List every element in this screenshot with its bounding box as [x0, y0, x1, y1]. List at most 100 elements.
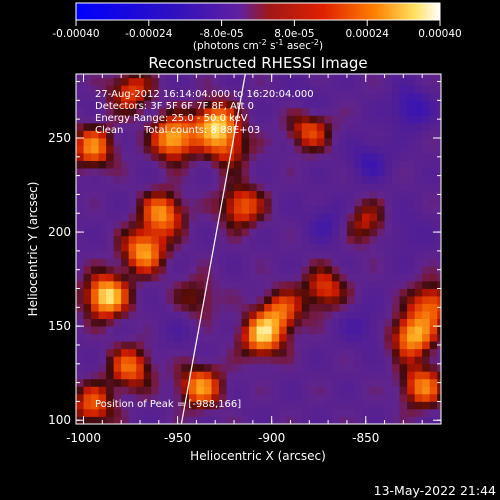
heatmap-cell — [437, 326, 441, 335]
heatmap-cell — [256, 401, 265, 410]
heatmap-cell — [339, 213, 348, 222]
heatmap-cell — [316, 92, 325, 101]
heatmap-cell — [226, 250, 235, 259]
heatmap-cell — [151, 371, 160, 380]
heatmap-cell — [256, 137, 265, 146]
heatmap-cell — [249, 100, 258, 109]
heatmap-cell — [301, 416, 310, 424]
heatmap-cell — [286, 348, 295, 357]
heatmap-cell — [83, 74, 92, 79]
heatmap-cell — [331, 213, 340, 222]
heatmap-cell — [264, 205, 273, 214]
heatmap-cell — [369, 220, 378, 229]
heatmap-cell — [106, 333, 115, 342]
heatmap-cell — [188, 311, 197, 320]
heatmap-cell — [151, 115, 160, 124]
heatmap-cell — [121, 401, 130, 410]
heatmap-cell — [196, 416, 205, 424]
heatmap-cell — [286, 386, 295, 395]
heatmap-cell — [331, 326, 340, 335]
heatmap-cell — [203, 288, 212, 297]
heatmap-cell — [324, 77, 333, 86]
heatmap-cell — [83, 122, 92, 131]
heatmap-cell — [429, 386, 438, 395]
heatmap-cell — [301, 273, 310, 282]
heatmap-cell — [91, 85, 99, 94]
heatmap-cell — [399, 153, 408, 161]
heatmap-cell — [369, 408, 378, 417]
heatmap-cell — [218, 393, 227, 402]
heatmap-cell — [384, 213, 393, 222]
heatmap-cell — [271, 198, 280, 207]
heatmap-cell — [151, 228, 160, 237]
heatmap-cell — [249, 122, 258, 131]
heatmap-cell — [143, 74, 152, 79]
heatmap-cell — [98, 115, 107, 124]
heatmap-cell — [354, 175, 363, 184]
heatmap-cell — [218, 273, 227, 282]
heatmap-cell — [188, 235, 197, 244]
heatmap-cell — [377, 250, 385, 259]
heatmap-cell — [279, 258, 288, 267]
heatmap-cell — [226, 137, 235, 146]
heatmap-cell — [279, 213, 288, 222]
heatmap-cell — [429, 168, 438, 177]
heatmap-cell — [226, 401, 235, 410]
heatmap-cell — [98, 145, 107, 154]
heatmap-cell — [399, 220, 408, 229]
heatmap-cell — [211, 401, 220, 410]
heatmap-cell — [271, 356, 280, 365]
heatmap-cell — [264, 85, 273, 94]
heatmap-cell — [354, 393, 363, 402]
heatmap-cell — [279, 100, 288, 109]
heatmap-cell — [361, 250, 370, 259]
heatmap-cell — [279, 130, 288, 139]
heatmap-cell — [279, 250, 288, 259]
heatmap-cell — [218, 243, 227, 252]
heatmap-cell — [407, 303, 416, 312]
heatmap-cell — [384, 74, 393, 79]
heatmap-cell — [128, 175, 137, 184]
heatmap-cell — [143, 386, 152, 395]
heatmap-cell — [151, 130, 160, 139]
heatmap-cell — [76, 280, 84, 289]
heatmap-cell — [143, 393, 152, 402]
heatmap-cell — [128, 220, 137, 229]
heatmap-cell — [316, 348, 325, 357]
heatmap-cell — [309, 416, 318, 424]
heatmap-cell — [98, 401, 107, 410]
heatmap-cell — [286, 356, 295, 365]
heatmap-cell — [331, 183, 340, 192]
heatmap-cell — [407, 348, 416, 357]
heatmap-cell — [271, 100, 280, 109]
heatmap-cell — [286, 228, 295, 237]
heatmap-cell — [83, 243, 92, 252]
heatmap-cell — [226, 100, 235, 109]
heatmap-cell — [218, 198, 227, 207]
heatmap-cell — [113, 107, 122, 116]
heatmap-cell — [279, 122, 288, 131]
heatmap-cell — [128, 333, 137, 342]
heatmap-cell — [377, 288, 385, 297]
heatmap-cell — [128, 386, 137, 395]
heatmap-cell — [346, 100, 355, 109]
heatmap-cell — [407, 371, 416, 380]
heatmap-cell — [234, 288, 242, 297]
heatmap-cell — [422, 371, 431, 380]
heatmap-cell — [294, 153, 303, 161]
heatmap-cell — [399, 258, 408, 267]
heatmap-cell — [429, 92, 438, 101]
heatmap-cell — [309, 228, 318, 237]
heatmap-cell — [211, 198, 220, 207]
heatmap-cell — [256, 393, 265, 402]
heatmap-cell — [271, 341, 280, 350]
heatmap-cell — [226, 130, 235, 139]
heatmap-cell — [203, 198, 212, 207]
heatmap-cell — [309, 153, 318, 161]
heatmap-cell — [76, 258, 84, 267]
colorbar-gradient — [75, 2, 441, 21]
heatmap-cell — [113, 190, 122, 199]
heatmap-cell — [399, 378, 408, 387]
heatmap-cell — [399, 228, 408, 237]
heatmap-cell — [226, 333, 235, 342]
